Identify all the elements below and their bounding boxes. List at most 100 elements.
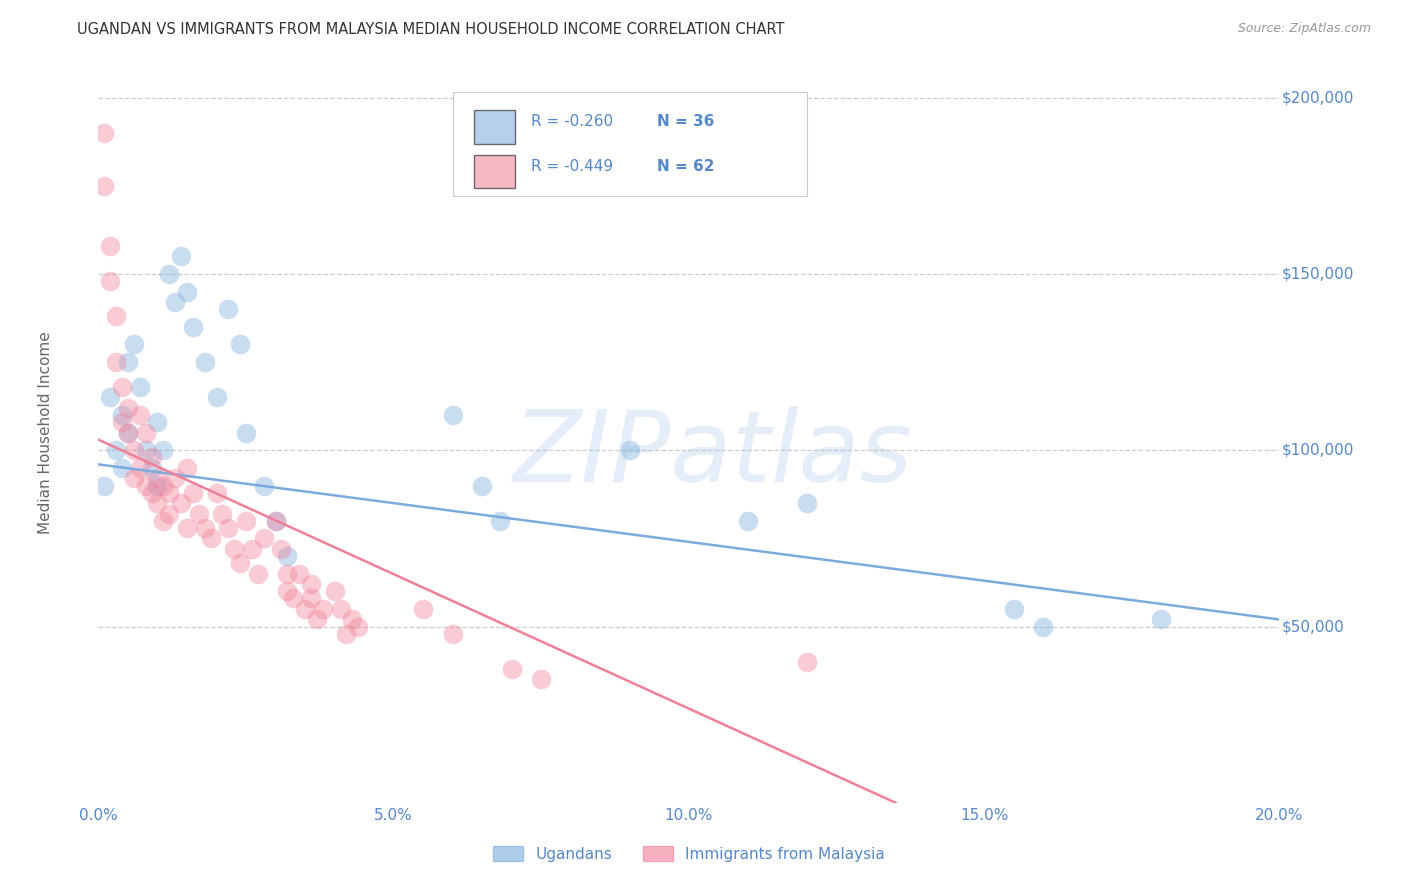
Point (299, 591, 322, 606)
Point (294, 602, 316, 616)
Point (111, 415, 134, 429)
Point (471, 478, 494, 492)
Point (165, 471, 187, 485)
Point (205, 390, 228, 404)
Point (98, 274, 121, 288)
Point (441, 626, 464, 640)
Point (146, 415, 169, 429)
FancyBboxPatch shape (474, 111, 516, 144)
Point (141, 485, 163, 500)
FancyBboxPatch shape (474, 155, 516, 188)
Point (246, 566, 269, 581)
Point (122, 471, 145, 485)
Point (323, 584, 346, 599)
Point (152, 514, 174, 528)
Point (312, 602, 335, 616)
Text: $200,000: $200,000 (1282, 90, 1354, 105)
Point (135, 425, 157, 440)
Point (165, 295, 187, 310)
Point (176, 461, 198, 475)
Point (283, 591, 305, 606)
Text: N = 62: N = 62 (657, 159, 714, 174)
Point (105, 310, 128, 324)
Point (176, 285, 198, 299)
Point (157, 267, 180, 281)
Point (276, 549, 298, 563)
Point (253, 478, 276, 492)
Point (128, 461, 150, 475)
Point (235, 514, 257, 528)
FancyBboxPatch shape (453, 92, 807, 195)
Point (270, 541, 292, 556)
Point (181, 485, 204, 500)
Point (305, 612, 328, 626)
Point (117, 425, 139, 440)
Point (187, 507, 209, 521)
Point (329, 602, 352, 616)
Point (229, 556, 252, 570)
Legend: Ugandans, Immigrants from Malaysia: Ugandans, Immigrants from Malaysia (492, 846, 886, 862)
Text: ZIPatlas: ZIPatlas (513, 407, 912, 503)
Point (93, 126, 115, 140)
Point (205, 485, 228, 500)
Point (93, 478, 115, 492)
Point (412, 602, 434, 616)
Text: UGANDAN VS IMMIGRANTS FROM MALAYSIA MEDIAN HOUSEHOLD INCOME CORRELATION CHART: UGANDAN VS IMMIGRANTS FROM MALAYSIA MEDI… (77, 22, 785, 37)
Point (796, 496, 818, 510)
Point (146, 471, 169, 485)
Text: $50,000: $50,000 (1282, 619, 1344, 634)
Point (157, 485, 180, 500)
Text: $100,000: $100,000 (1282, 442, 1354, 458)
Point (141, 461, 163, 475)
Point (489, 514, 512, 528)
Point (105, 443, 128, 458)
Point (146, 496, 169, 510)
Point (276, 584, 298, 599)
Point (122, 443, 145, 458)
Point (117, 401, 139, 415)
Point (1150, 612, 1173, 626)
Point (157, 507, 180, 521)
Point (441, 408, 464, 422)
Text: R = -0.260: R = -0.260 (530, 114, 613, 129)
Text: Median Household Income: Median Household Income (38, 331, 53, 534)
Point (796, 655, 818, 669)
Point (105, 355, 128, 369)
Point (217, 521, 239, 535)
Point (152, 443, 174, 458)
Point (194, 521, 217, 535)
Point (501, 662, 523, 676)
Point (128, 408, 150, 422)
Point (619, 443, 641, 458)
Point (170, 496, 193, 510)
Point (264, 514, 287, 528)
Point (240, 541, 263, 556)
Point (253, 532, 276, 546)
Point (211, 507, 233, 521)
Text: $150,000: $150,000 (1282, 267, 1354, 282)
Point (128, 380, 150, 394)
Point (737, 514, 759, 528)
Point (200, 532, 222, 546)
Point (217, 302, 239, 317)
Point (276, 566, 298, 581)
Point (122, 337, 145, 351)
Point (1032, 619, 1054, 633)
Point (98, 239, 121, 253)
Point (111, 408, 134, 422)
Text: N = 36: N = 36 (657, 114, 714, 129)
Point (235, 425, 257, 440)
Point (170, 249, 193, 263)
Point (146, 478, 169, 492)
Point (288, 566, 311, 581)
Point (194, 355, 217, 369)
Point (530, 673, 553, 687)
Point (111, 461, 134, 475)
Point (1002, 602, 1025, 616)
Point (347, 619, 370, 633)
Point (98, 390, 121, 404)
Point (224, 541, 246, 556)
Text: R = -0.449: R = -0.449 (530, 159, 613, 174)
Point (111, 380, 134, 394)
Point (152, 478, 174, 492)
